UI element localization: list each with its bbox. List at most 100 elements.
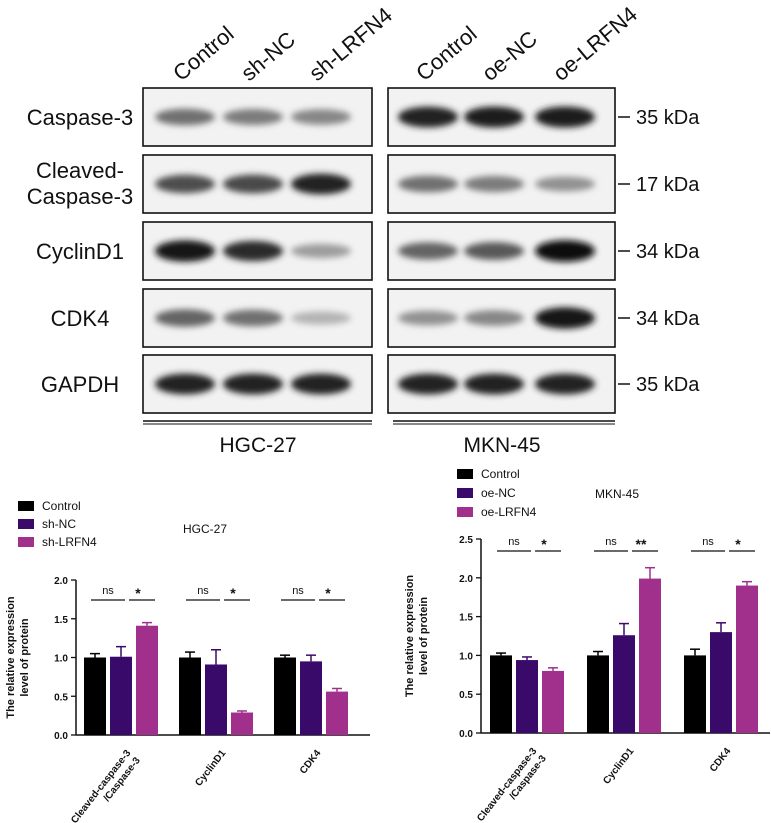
legend-label: sh-NC (42, 517, 76, 531)
category-label-line: CDK4 (708, 746, 734, 775)
blot-band (464, 373, 524, 395)
legend-label: Control (481, 467, 520, 481)
blot-band (155, 108, 215, 126)
bar (710, 632, 732, 733)
y-tick-label: 0.0 (459, 729, 473, 740)
lane-header: Control (411, 21, 481, 86)
y-axis-label: The relative expression level of protein (404, 575, 430, 698)
category-label-line: CDK4 (298, 748, 324, 777)
category-label: CDK4 (298, 748, 324, 777)
lane-header: Control (168, 21, 238, 86)
y-tick-label: 0.5 (459, 690, 473, 701)
blot-band (291, 311, 351, 325)
blot-row-label: Caspase-3 (27, 184, 133, 209)
y-tick-label: 1.0 (459, 651, 473, 662)
hgc27-bar-chart: Control sh-NC sh-LRFN4 HGC-27 0.0 0.5 1.0 1.5 2.… (5, 499, 370, 823)
cell-line-label: MKN-45 (463, 434, 540, 457)
y-axis-label-line: level of protein (418, 597, 430, 676)
blot-band (464, 242, 524, 260)
blot-band (535, 307, 595, 329)
cell-line-label: HGC-27 (219, 434, 296, 457)
legend-swatch (457, 469, 473, 479)
kda-label: 34 kDa (636, 308, 700, 330)
blot-band (155, 373, 215, 395)
blot-band (291, 109, 351, 125)
blot-band (155, 240, 215, 262)
legend-swatch (18, 501, 34, 511)
blot-band (464, 176, 524, 192)
blot-band (223, 240, 283, 262)
y-tick-label: 0.5 (54, 692, 68, 703)
bar (110, 656, 132, 735)
bar (326, 691, 348, 735)
bar (684, 655, 706, 733)
significance-label: * (325, 585, 331, 601)
chart-title: HGC-27 (183, 522, 227, 536)
bar (613, 635, 635, 733)
blot-row-label: CyclinD1 (36, 239, 124, 264)
legend-swatch (457, 507, 473, 517)
blot-band (223, 373, 283, 395)
significance-label: * (541, 536, 547, 552)
significance-label: * (135, 585, 141, 601)
category-label: CDK4 (708, 746, 734, 775)
y-tick-label: 1.0 (54, 654, 68, 665)
y-axis-label-line: The relative expression (5, 596, 17, 719)
lane-header: oe-NC (477, 26, 542, 86)
y-tick-label: 1.5 (54, 615, 68, 626)
blot-band (155, 309, 215, 327)
category-label-line: CyclinD1 (601, 746, 636, 787)
bar (179, 657, 201, 735)
kda-label: 35 kDa (636, 374, 700, 396)
blot-band (398, 373, 458, 395)
kda-label: 17 kDa (636, 174, 700, 196)
category-label: Cleaved-caspase-3/Caspase-3 (69, 748, 143, 823)
blot-band (535, 106, 595, 128)
bar (84, 657, 106, 735)
blot-row-label: GAPDH (41, 372, 119, 397)
significance-label: ns (605, 536, 617, 548)
legend-swatch (457, 488, 473, 498)
category-label: Cleaved-caspase-3/Caspase-3 (475, 746, 549, 823)
blot-band (291, 243, 351, 259)
category-label: CyclinD1 (193, 748, 228, 789)
significance-label: * (230, 585, 236, 601)
bar (274, 657, 296, 735)
blot-band (398, 175, 458, 193)
significance-label: ns (702, 536, 714, 548)
y-tick-label: 2.0 (54, 576, 68, 587)
y-axis-label-line: level of protein (19, 618, 31, 697)
blot-band (223, 109, 283, 125)
bar (136, 625, 158, 735)
blot-row-label: Caspase-3 (27, 105, 133, 130)
category-label: CyclinD1 (601, 746, 636, 787)
bar (490, 655, 512, 733)
blot-band (464, 106, 524, 128)
blot-band (464, 310, 524, 326)
bar (516, 660, 538, 733)
significance-label: * (735, 536, 741, 552)
legend-label: oe-LRFN4 (481, 505, 537, 519)
y-axis-label-line: The relative expression (404, 575, 416, 698)
blot-band (535, 176, 595, 192)
blot-band (398, 310, 458, 326)
significance-label: ns (292, 585, 304, 597)
legend-swatch (18, 519, 34, 529)
kda-label: 34 kDa (636, 241, 700, 263)
significance-label: ns (508, 536, 520, 548)
blot-band (291, 173, 351, 195)
significance-label: ** (636, 536, 647, 552)
lane-header: sh-LRFN4 (304, 2, 397, 86)
legend-label: oe-NC (481, 486, 516, 500)
blot-band (223, 309, 283, 327)
blot-band (398, 106, 458, 128)
chart-title: MKN-45 (595, 487, 639, 501)
bar (736, 585, 758, 733)
significance-label: ns (197, 585, 209, 597)
category-label-line: Cleaved-caspase-3 (475, 746, 539, 823)
mkn45-bar-chart: Control oe-NC oe-LRFN4 MKN-45 0.0 0.5 1.0 1.5 2.… (404, 467, 770, 823)
blot-band (535, 373, 595, 395)
blot-band (223, 174, 283, 194)
significance-label: ns (102, 585, 114, 597)
